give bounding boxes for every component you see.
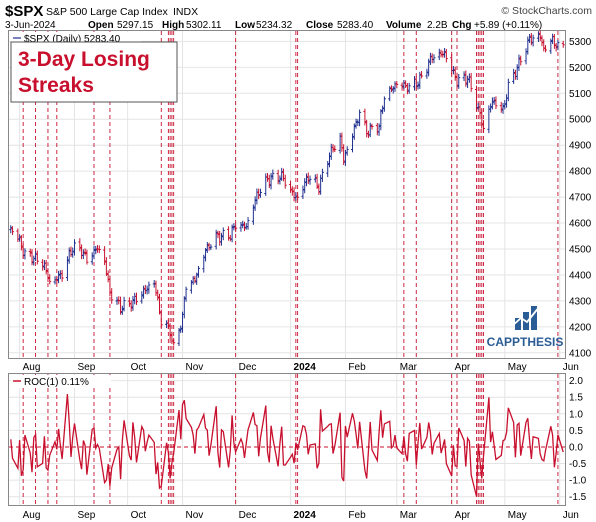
price-x-tick-label: Sep <box>78 362 96 373</box>
axis-labels: Aug Aug Sep Sep Oct Oct Nov Nov Dec Dec 2024 2024 Fe… <box>23 37 592 521</box>
roc-x-tick-label: 2024 <box>294 510 317 521</box>
roc-line <box>10 394 564 497</box>
price-y-tick-label: 5100 <box>569 89 592 100</box>
roc-series <box>10 394 564 497</box>
price-y-tick-label: 4900 <box>569 141 592 152</box>
logo-text: CAPPTHESIS <box>487 335 564 349</box>
volume-value: 2.2B <box>427 20 448 31</box>
price-y-tick-label: 4600 <box>569 219 592 230</box>
price-y-tick-label: 5000 <box>569 115 592 126</box>
price-bars <box>9 30 565 346</box>
annotation-line-2: Streaks <box>18 74 94 97</box>
roc-x-tick-label: Nov <box>186 510 204 521</box>
exchange-label: INDX <box>173 6 198 18</box>
price-x-tick-label: Oct <box>131 362 147 373</box>
roc-y-tick-label: 0.5 <box>569 426 583 437</box>
roc-x-tick-label: May <box>508 510 527 521</box>
price-x-tick-label: May <box>508 362 527 373</box>
roc-y-tick-label: 0.0 <box>569 442 583 453</box>
roc-y-tick-label: 1.5 <box>569 393 583 404</box>
roc-x-tick-label: Dec <box>239 510 257 521</box>
watermark: © StockCharts.com <box>501 5 592 17</box>
high-value: 5302.11 <box>186 20 222 31</box>
volume-label: Volume <box>386 20 422 31</box>
open-value: 5297.15 <box>117 20 154 31</box>
price-x-tick-label: Feb <box>348 362 366 373</box>
price-x-tick-label: Nov <box>186 362 204 373</box>
price-y-tick-label: 4300 <box>569 296 592 307</box>
roc-x-tick-label: Sep <box>78 510 96 521</box>
roc-x-tick-label: Oct <box>131 510 147 521</box>
symbol-label: $SPX <box>5 3 43 20</box>
quote-date: 3-Jun-2024 <box>5 20 56 31</box>
price-y-tick-label: 4500 <box>569 245 592 256</box>
price-y-tick-label: 4700 <box>569 193 592 204</box>
roc-y-tick-label: -0.5 <box>569 459 587 470</box>
price-y-tick-label: 4200 <box>569 322 592 333</box>
capp-thesis-logo: CAPPTHESIS <box>487 305 564 349</box>
close-label: Close <box>306 20 334 31</box>
roc-y-tick-label: 2.0 <box>569 376 583 387</box>
roc-x-tick-label: Feb <box>348 510 366 521</box>
roc-panel-frame <box>8 373 566 506</box>
price-x-tick-label: Mar <box>400 362 418 373</box>
price-legend-label: $SPX (Daily) 5283.40 <box>24 34 121 45</box>
close-value: 5283.40 <box>337 20 374 31</box>
open-label: Open <box>88 20 114 31</box>
price-x-tick-label: Jun <box>563 362 579 373</box>
index-name: S&P 500 Large Cap Index <box>46 6 169 18</box>
price-x-tick-label: 2024 <box>294 362 317 373</box>
roc-legend: ROC(1) 0.11% <box>11 375 111 388</box>
roc-legend-label: ROC(1) 0.11% <box>24 377 89 388</box>
price-y-tick-label: 5300 <box>569 37 592 48</box>
chg-label: Chg <box>452 20 471 31</box>
price-y-tick-label: 4100 <box>569 348 592 359</box>
roc-y-tick-label: -1.0 <box>569 476 587 487</box>
streak-annotation: 3-Day Losing Streaks <box>10 41 178 103</box>
price-y-tick-label: 4800 <box>569 167 592 178</box>
roc-x-tick-label: Aug <box>23 510 41 521</box>
price-x-tick-label: Apr <box>455 362 471 373</box>
roc-x-tick-label: Jun <box>563 510 579 521</box>
price-x-tick-label: Aug <box>23 362 41 373</box>
low-label: Low <box>235 20 255 31</box>
roc-y-tick-label: -1.5 <box>569 492 587 503</box>
high-label: High <box>162 20 184 31</box>
price-y-tick-label: 5200 <box>569 63 592 74</box>
roc-x-tick-label: Mar <box>400 510 418 521</box>
annotation-line-1: 3-Day Losing <box>18 48 150 71</box>
price-panel-frame <box>8 30 566 359</box>
chg-value: +5.89 (+0.11%) <box>474 20 542 31</box>
roc-y-tick-label: 1.0 <box>569 409 583 420</box>
low-value: 5234.32 <box>256 20 293 31</box>
price-y-tick-label: 4400 <box>569 270 592 281</box>
roc-x-tick-label: Apr <box>455 510 471 521</box>
price-x-tick-label: Dec <box>239 362 257 373</box>
